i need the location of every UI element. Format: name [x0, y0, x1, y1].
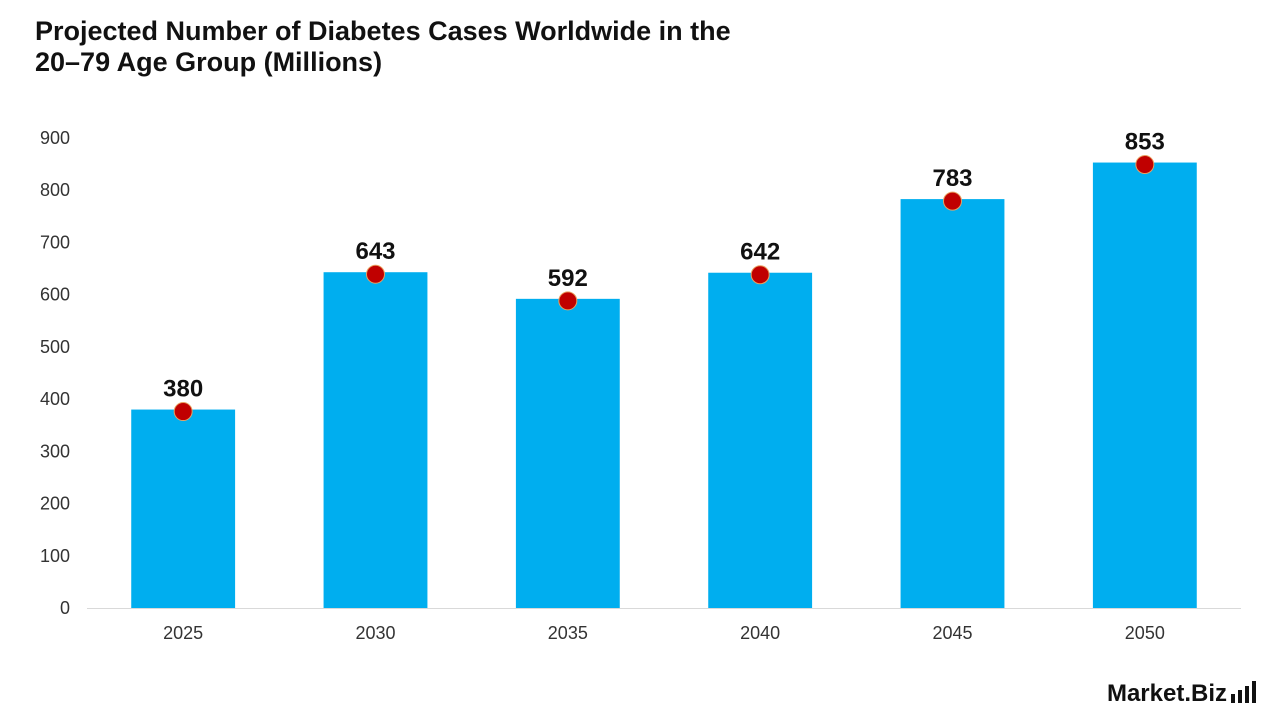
- x-tick-label: 2035: [548, 623, 588, 643]
- y-tick-label: 700: [40, 232, 70, 252]
- brand-text: Market.Biz: [1106, 680, 1227, 707]
- bar: [1092, 162, 1197, 609]
- bar: [515, 298, 620, 608]
- y-tick-label: 200: [40, 494, 70, 514]
- data-label: 853: [1125, 129, 1165, 156]
- bar-chart-icon: [1231, 681, 1256, 703]
- x-tick-label: 2025: [163, 623, 203, 643]
- bar: [323, 272, 428, 608]
- x-tick-label: 2030: [355, 623, 395, 643]
- x-tick-label: 2050: [1125, 623, 1165, 643]
- bar: [708, 272, 813, 608]
- y-tick-label: 300: [40, 441, 70, 461]
- y-tick-label: 500: [40, 337, 70, 357]
- y-tick-label: 600: [40, 285, 70, 305]
- y-tick-label: 800: [40, 180, 70, 200]
- chart-title-line-2: 20–79 Age Group (Millions): [35, 47, 383, 77]
- data-point-marker: [558, 291, 578, 311]
- y-tick-label: 100: [40, 546, 70, 566]
- bar: [131, 409, 236, 608]
- brand-logo: Market.Biz: [1107, 680, 1256, 708]
- y-tick-label: 0: [60, 598, 70, 618]
- data-point-marker: [366, 264, 385, 284]
- y-tick-label: 900: [40, 128, 70, 148]
- data-point-marker: [1135, 155, 1155, 175]
- y-tick-label: 400: [40, 389, 70, 409]
- data-label: 643: [355, 238, 395, 265]
- data-label: 592: [548, 265, 588, 292]
- x-tick-label: 2045: [932, 623, 972, 643]
- data-point-marker: [943, 191, 962, 211]
- x-tick-label: 2040: [740, 623, 780, 643]
- bar: [900, 199, 1005, 608]
- chart-title-line-1: Projected Number of Diabetes Cases World…: [35, 16, 731, 46]
- data-point-marker: [173, 402, 193, 422]
- data-label: 783: [932, 165, 972, 192]
- data-point-marker: [750, 265, 770, 285]
- data-label: 380: [163, 376, 203, 403]
- chart-title: Projected Number of Diabetes Cases World…: [35, 16, 935, 78]
- data-label: 642: [740, 239, 780, 266]
